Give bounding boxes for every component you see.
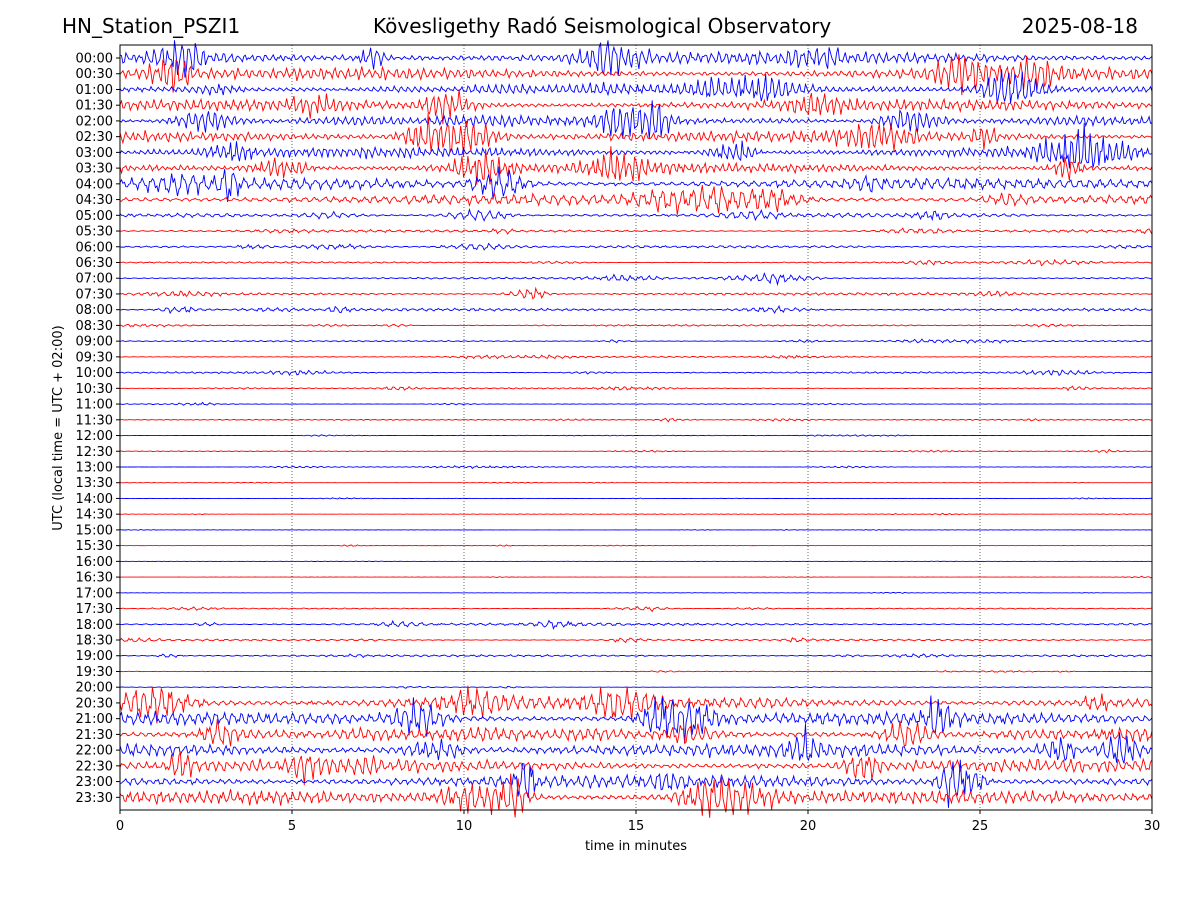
y-tick-label: 22:00: [76, 744, 113, 759]
y-tick-label: 11:00: [76, 398, 113, 413]
y-tick-label: 01:00: [76, 83, 113, 98]
trace-line-1700: [120, 591, 1153, 594]
y-tick-label: 08:30: [76, 319, 113, 334]
y-tick-label: 05:30: [76, 225, 113, 240]
y-tick-label: 04:00: [76, 177, 113, 192]
y-tick-label: 23:30: [76, 791, 113, 806]
x-tick-label: 5: [288, 819, 296, 834]
y-tick-label: 18:00: [76, 618, 113, 633]
y-tick-label: 07:30: [76, 287, 113, 302]
y-tick-label: 10:00: [76, 366, 113, 381]
trace-line-1030: [120, 385, 1153, 392]
y-tick-label: 14:30: [76, 508, 113, 523]
trace-line-0900: [119, 338, 1153, 344]
trace-line-0030: [119, 54, 1153, 96]
y-tick-label: 17:00: [76, 586, 113, 601]
trace-line-0130: [119, 89, 1153, 125]
y-tick-label: 09:30: [76, 350, 113, 365]
y-tick-label: 05:00: [76, 209, 113, 224]
x-axis-label: time in minutes: [585, 839, 687, 854]
y-tick-label: 13:00: [76, 460, 113, 475]
y-tick-label: 15:00: [76, 523, 113, 538]
trace-line-1330: [119, 481, 1152, 484]
trace-line-1100: [119, 401, 1152, 406]
trace-line-2230: [119, 750, 1153, 786]
y-axis-label: UTC (local time = UTC + 02:00): [51, 325, 66, 530]
y-tick-label: 14:00: [76, 492, 113, 507]
y-tick-label: 08:00: [76, 303, 113, 318]
y-tick-label: 06:00: [76, 240, 113, 255]
x-axis: 0 5 10 15 20 25 30: [116, 810, 1160, 834]
y-tick-label: 00:30: [76, 67, 113, 82]
x-tick-label: 20: [800, 819, 817, 834]
y-tick-label: 07:00: [76, 272, 113, 287]
y-tick-label: 10:30: [76, 382, 113, 397]
y-tick-label: 17:30: [76, 602, 113, 617]
y-tick-label: 22:30: [76, 759, 113, 774]
y-tick-label: 06:30: [76, 256, 113, 271]
x-tick-label: 30: [1144, 819, 1161, 834]
trace-line-0630: [119, 258, 1153, 267]
trace-line-1500: [119, 528, 1153, 531]
y-tick-label: 00:00: [76, 52, 113, 67]
y-tick-label: 01:30: [76, 99, 113, 114]
trace-line-1830: [119, 637, 1153, 644]
y-tick-label: 02:30: [76, 130, 113, 145]
y-tick-label: 16:00: [76, 555, 113, 570]
y-tick-label: 12:00: [76, 429, 113, 444]
trace-line-1730: [120, 606, 1153, 613]
y-tick-label: 18:30: [76, 634, 113, 649]
trace-line-1530: [119, 544, 1153, 547]
y-tick-label: 13:30: [76, 476, 113, 491]
y-tick-label: 21:00: [76, 712, 113, 727]
y-axis: 00:0000:3001:0001:3002:0002:3003:0003:30…: [76, 52, 120, 806]
y-tick-label: 02:00: [76, 114, 113, 129]
y-tick-label: 03:00: [76, 146, 113, 161]
y-tick-label: 03:30: [76, 162, 113, 177]
y-tick-label: 15:30: [76, 539, 113, 554]
y-tick-label: 20:30: [76, 696, 113, 711]
y-tick-label: 04:30: [76, 193, 113, 208]
trace-line-0400: [119, 166, 1153, 203]
y-tick-label: 23:00: [76, 775, 113, 790]
trace-line-1930: [119, 669, 1152, 673]
x-tick-label: 15: [628, 819, 645, 834]
trace-line-0430: [119, 185, 1153, 215]
x-tick-label: 10: [456, 819, 473, 834]
y-tick-label: 19:30: [76, 665, 113, 680]
x-tick-label: 25: [972, 819, 989, 834]
y-tick-label: 16:30: [76, 571, 113, 586]
trace-line-1300: [119, 465, 1153, 470]
y-tick-label: 20:00: [76, 681, 113, 696]
trace-line-0700: [119, 272, 1153, 287]
trace-line-0930: [119, 354, 1152, 360]
y-tick-label: 09:00: [76, 335, 113, 350]
y-tick-label: 19:00: [76, 649, 113, 664]
y-tick-label: 21:30: [76, 728, 113, 743]
grid-lines: [291, 45, 981, 810]
trace-line-0300: [119, 122, 1153, 169]
record-date: 2025-08-18: [1021, 14, 1138, 38]
trace-line-0500: [119, 207, 1152, 222]
y-tick-label: 12:30: [76, 445, 113, 460]
trace-line-1430: [119, 512, 1153, 516]
x-tick-label: 0: [116, 819, 124, 834]
trace-line-1900: [120, 653, 1153, 659]
y-tick-label: 11:30: [76, 413, 113, 428]
station-name: HN_Station_PSZI1: [62, 14, 241, 38]
observatory-title: Kövesligethy Radó Seismological Observat…: [373, 14, 832, 38]
